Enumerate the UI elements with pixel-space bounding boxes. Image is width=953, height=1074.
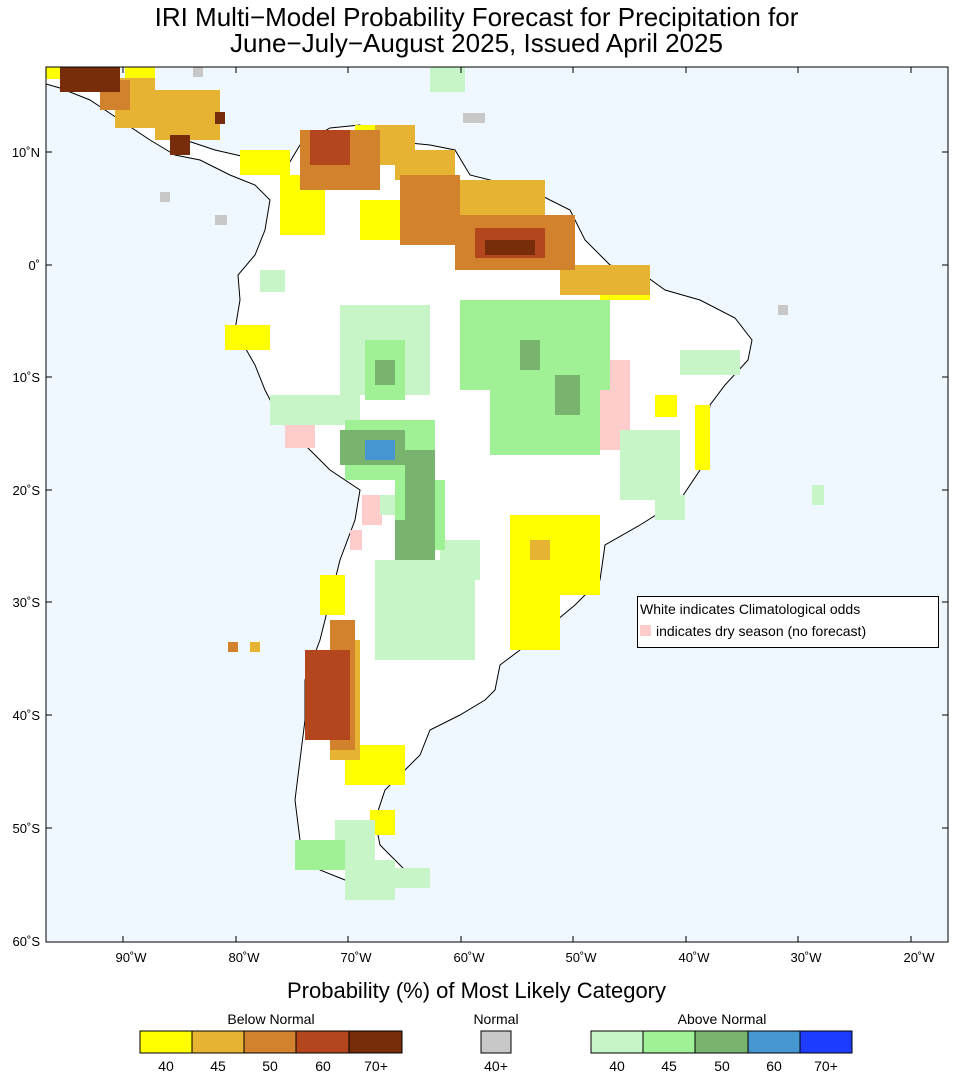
swatch-below-50 [243,1030,297,1054]
swatch-above-45 [642,1030,696,1054]
below-tick: 50 [262,1058,278,1074]
above-normal-60-areas [365,440,395,460]
swatch-below-70 [348,1030,403,1054]
normal-40-areas [160,67,788,315]
swatch-above-40 [590,1030,644,1054]
swatch-below-40 [139,1030,193,1054]
map-title-line-2: June−July−August 2025, Issued April 2025 [230,28,723,58]
normal-colorbar [480,1030,512,1054]
lat-label: 0˚ [28,258,40,273]
legend-title: Probability (%) of Most Likely Category [286,978,667,1003]
lon-label: 70˚W [340,950,372,965]
above-normal-colorbar [590,1030,853,1054]
lon-label: 50˚W [565,950,597,965]
below-tick: 60 [315,1058,331,1074]
swatch-above-50 [694,1030,749,1054]
lon-label: 60˚W [453,950,485,965]
lat-label: 20˚S [13,483,41,498]
map-note-box: White indicates Climatological odds indi… [637,596,939,648]
longitude-axis: 90˚W 80˚W 70˚W 60˚W 50˚W 40˚W 30˚W 20˚W [115,67,935,965]
normal-label: Normal [473,1011,519,1027]
map-title-line-1: IRI Multi−Model Probability Forecast for… [154,2,799,32]
swatch-above-70 [799,1030,853,1054]
below-normal-label: Below Normal [227,1011,315,1027]
lat-label: 30˚S [13,595,41,610]
swatch-above-60 [747,1030,801,1054]
swatch-below-60 [295,1030,350,1054]
above-tick: 50 [714,1058,730,1074]
below-normal-colorbar [139,1030,403,1054]
lon-label: 20˚W [903,950,935,965]
lon-label: 80˚W [228,950,260,965]
below-normal-70-areas [60,67,535,255]
lon-label: 90˚W [115,950,147,965]
dry-season-swatch [640,625,651,636]
below-tick: 70+ [364,1058,388,1074]
lat-label: 40˚S [13,708,41,723]
climatological-odds-note: White indicates Climatological odds [640,601,861,617]
below-tick: 45 [210,1058,226,1074]
normal-tick: 40+ [484,1058,508,1074]
dry-season-note: indicates dry season (no forecast) [656,623,867,639]
lat-label: 10˚N [12,145,40,160]
lat-label: 10˚S [13,370,41,385]
lat-label: 60˚S [13,934,41,949]
above-tick: 45 [661,1058,677,1074]
swatch-below-45 [191,1030,245,1054]
lon-label: 30˚W [790,950,822,965]
above-tick: 40 [609,1058,625,1074]
above-normal-label: Above Normal [677,1011,767,1027]
latitude-axis: 10˚N 0˚ 10˚S 20˚S 30˚S 40˚S 50˚S 60˚S [12,145,948,949]
below-tick: 40 [158,1058,174,1074]
swatch-normal-40 [480,1030,512,1054]
above-tick: 70+ [814,1058,838,1074]
lat-label: 50˚S [13,821,41,836]
above-tick: 60 [766,1058,782,1074]
lon-label: 40˚W [678,950,710,965]
